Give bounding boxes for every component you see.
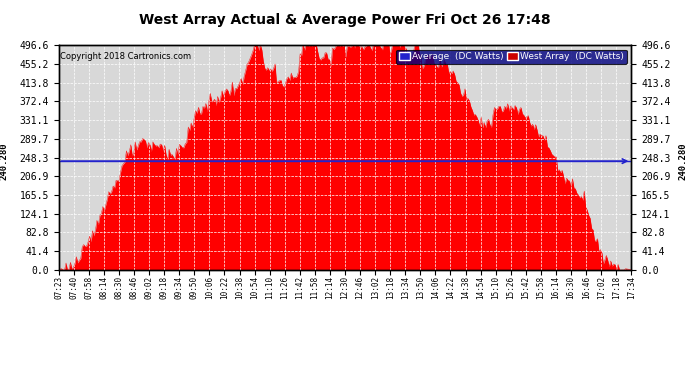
Text: 240.280: 240.280 bbox=[678, 142, 687, 180]
Text: Copyright 2018 Cartronics.com: Copyright 2018 Cartronics.com bbox=[60, 52, 191, 61]
Text: 240.280: 240.280 bbox=[0, 142, 9, 180]
Text: West Array Actual & Average Power Fri Oct 26 17:48: West Array Actual & Average Power Fri Oc… bbox=[139, 13, 551, 27]
Legend: Average  (DC Watts), West Array  (DC Watts): Average (DC Watts), West Array (DC Watts… bbox=[396, 50, 627, 64]
